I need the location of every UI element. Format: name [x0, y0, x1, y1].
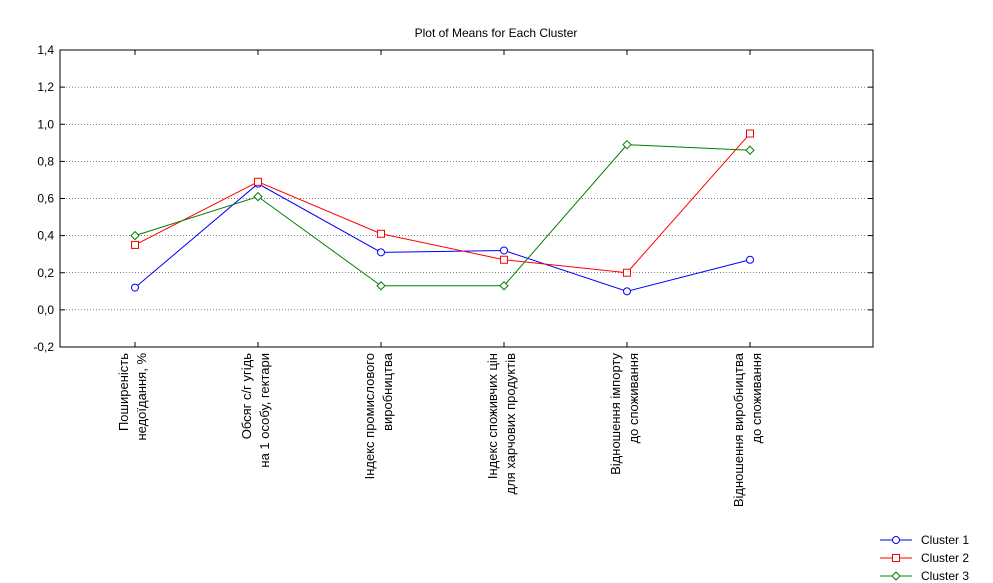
- y-tick-label: 1,0: [37, 117, 54, 131]
- legend: Cluster 1 Cluster 2 Cluster 3: [880, 533, 969, 583]
- data-point: [892, 554, 900, 562]
- x-tick-label: до споживання: [749, 353, 764, 443]
- data-point: [622, 139, 632, 150]
- data-point: [500, 255, 508, 264]
- y-tick-label: 0,6: [37, 192, 54, 206]
- series-group: [130, 129, 755, 296]
- legend-item: Cluster 3: [880, 569, 969, 583]
- data-point: [131, 240, 139, 249]
- grid-lines: [60, 86, 873, 311]
- series-cluster-1: [131, 179, 754, 296]
- y-tick-label: 1,4: [37, 43, 54, 57]
- legend-item: Cluster 2: [880, 551, 969, 565]
- y-tick-label: 0,2: [37, 266, 54, 280]
- series-cluster-3: [130, 139, 755, 291]
- series-line: [134, 133, 751, 274]
- x-tick-label: Індекс споживчих цін: [485, 353, 500, 479]
- data-point: [623, 268, 631, 277]
- x-tick-label: Поширеність: [116, 353, 131, 431]
- plot-frame: [59, 49, 874, 348]
- data-point: [377, 229, 385, 238]
- x-tick-label: виробництва: [380, 352, 395, 431]
- data-point: [499, 281, 509, 291]
- legend-label: Cluster 3: [921, 569, 969, 583]
- series-cluster-2: [131, 129, 754, 277]
- series-line: [134, 144, 751, 287]
- data-point: [500, 246, 508, 255]
- data-point: [745, 145, 755, 155]
- data-point: [253, 191, 263, 202]
- y-axis: -0,2 0,0 0,2 0,4 0,6 0,8 1,0 1,2 1,4: [33, 43, 873, 354]
- x-tick-label: Індекс промислового: [362, 353, 377, 479]
- y-tick-label: 0,8: [37, 154, 54, 168]
- data-point: [254, 177, 262, 186]
- data-point: [376, 281, 386, 291]
- x-tick-label: на 1 особу, гектари: [257, 353, 272, 468]
- legend-item: Cluster 1: [880, 533, 969, 547]
- x-tick-label: Відношення виробництва: [731, 352, 746, 507]
- y-tick-label: -0,2: [33, 340, 54, 354]
- data-point: [892, 536, 900, 544]
- x-tick-label: до споживання: [626, 353, 641, 443]
- y-tick-label: 1,2: [37, 80, 54, 94]
- data-point: [623, 287, 631, 296]
- data-point: [130, 230, 140, 241]
- data-point: [891, 571, 901, 581]
- x-tick-label: Обсяг с/г угідь: [239, 353, 254, 439]
- legend-label: Cluster 2: [921, 551, 969, 565]
- series-line: [134, 183, 751, 292]
- x-tick-label: недоїдання, %: [134, 353, 149, 441]
- y-tick-label: 0,0: [37, 303, 54, 317]
- x-tick-label: для харчових продуктів: [503, 353, 518, 495]
- y-tick-label: 0,4: [37, 229, 54, 243]
- data-point: [377, 248, 385, 257]
- data-point: [746, 129, 754, 138]
- x-tick-label: Відношення імпорту: [608, 353, 623, 475]
- legend-label: Cluster 1: [921, 533, 969, 547]
- x-axis: Поширеність недоїдання, % Обсяг с/г угідь н…: [116, 50, 764, 507]
- data-point: [131, 283, 139, 292]
- data-point: [746, 255, 754, 264]
- chart-title: Plot of Means for Each Cluster: [415, 26, 578, 40]
